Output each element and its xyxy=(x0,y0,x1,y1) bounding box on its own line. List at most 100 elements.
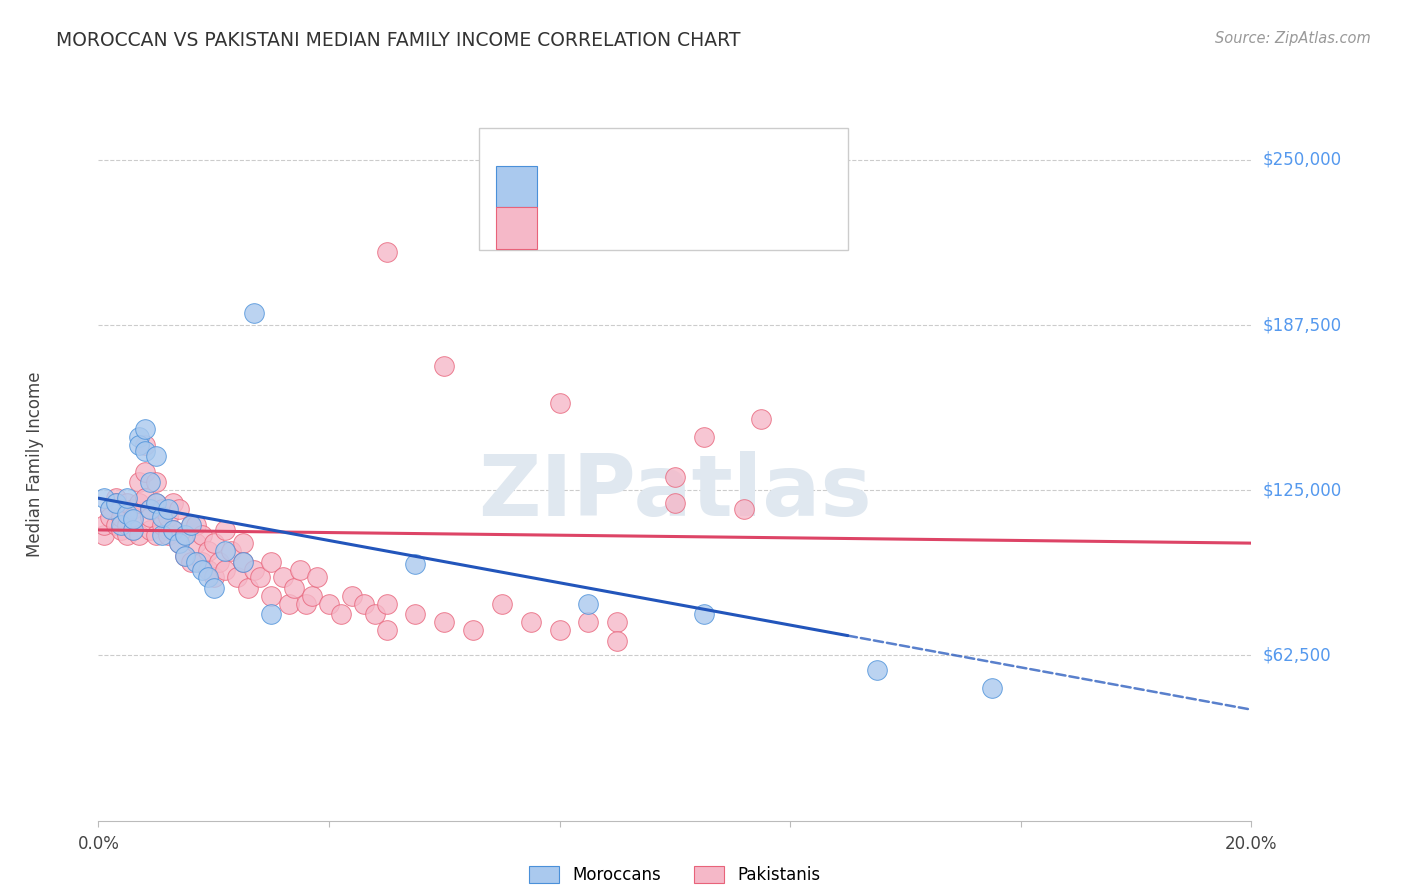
Point xyxy=(733,501,755,516)
Point xyxy=(491,597,513,611)
Point xyxy=(145,449,167,463)
Point xyxy=(128,438,150,452)
Point xyxy=(249,570,271,584)
Point xyxy=(461,624,484,638)
Point xyxy=(283,581,305,595)
Point xyxy=(117,528,138,542)
Point xyxy=(117,507,138,521)
Point xyxy=(110,517,132,532)
Point xyxy=(219,544,242,558)
Text: N = 93: N = 93 xyxy=(690,217,758,235)
Point xyxy=(134,438,156,452)
Point xyxy=(174,528,197,542)
Point xyxy=(156,523,179,537)
Point xyxy=(375,597,398,611)
Point xyxy=(145,475,167,490)
Point xyxy=(162,496,184,510)
Point xyxy=(128,496,150,510)
Point xyxy=(167,536,190,550)
Point xyxy=(191,528,214,542)
Point xyxy=(104,496,127,510)
Point xyxy=(117,491,138,506)
Point xyxy=(122,523,145,537)
Point xyxy=(606,615,628,630)
Point xyxy=(162,523,184,537)
Point xyxy=(295,597,318,611)
Point xyxy=(214,544,236,558)
Point xyxy=(134,491,156,506)
Point xyxy=(180,517,202,532)
Point xyxy=(150,517,173,532)
Point xyxy=(243,563,266,577)
Point xyxy=(202,570,225,584)
Point xyxy=(329,607,352,622)
Text: Median Family Income: Median Family Income xyxy=(25,371,44,557)
Point xyxy=(260,589,283,603)
Point xyxy=(122,501,145,516)
Text: R = -0.334: R = -0.334 xyxy=(557,175,654,194)
Point xyxy=(139,501,162,516)
Point xyxy=(301,589,323,603)
Point xyxy=(197,544,219,558)
Text: $62,500: $62,500 xyxy=(1263,647,1331,665)
Point xyxy=(150,509,173,524)
Point xyxy=(98,509,121,524)
Point xyxy=(375,245,398,260)
Point xyxy=(231,555,254,569)
Point xyxy=(174,549,197,564)
Point xyxy=(110,501,132,516)
Point xyxy=(340,589,363,603)
Point xyxy=(167,536,190,550)
Point xyxy=(578,597,600,611)
Point xyxy=(548,396,571,410)
Point xyxy=(578,615,600,630)
Point xyxy=(866,663,889,677)
Point xyxy=(290,563,312,577)
Point xyxy=(93,528,115,542)
Point xyxy=(318,597,340,611)
Point xyxy=(375,624,398,638)
Point xyxy=(104,491,127,506)
Point xyxy=(162,523,184,537)
Point xyxy=(117,496,138,510)
FancyBboxPatch shape xyxy=(496,207,537,249)
Point xyxy=(664,496,686,510)
Point xyxy=(122,523,145,537)
Text: $125,000: $125,000 xyxy=(1263,482,1341,500)
Point xyxy=(214,563,236,577)
Point xyxy=(271,570,294,584)
Point xyxy=(231,555,254,569)
Point xyxy=(145,496,167,510)
Point xyxy=(156,501,179,516)
Point xyxy=(238,581,260,595)
Point xyxy=(186,517,208,532)
Text: $187,500: $187,500 xyxy=(1263,316,1341,334)
Text: MOROCCAN VS PAKISTANI MEDIAN FAMILY INCOME CORRELATION CHART: MOROCCAN VS PAKISTANI MEDIAN FAMILY INCO… xyxy=(56,31,741,50)
Point xyxy=(751,412,773,426)
Point xyxy=(202,536,225,550)
Point xyxy=(520,615,543,630)
Point xyxy=(117,517,138,532)
Point xyxy=(664,470,686,484)
Point xyxy=(191,563,214,577)
Text: N = 37: N = 37 xyxy=(690,175,758,194)
Point xyxy=(156,528,179,542)
Point xyxy=(167,501,190,516)
Point xyxy=(139,501,162,516)
Point xyxy=(128,475,150,490)
Point xyxy=(307,570,329,584)
Point xyxy=(186,536,208,550)
Point xyxy=(180,555,202,569)
Point xyxy=(122,512,145,526)
Point xyxy=(98,501,121,516)
Point xyxy=(110,523,132,537)
Point xyxy=(93,491,115,506)
Point xyxy=(150,528,173,542)
Point xyxy=(139,509,162,524)
Point xyxy=(145,528,167,542)
Point xyxy=(134,465,156,479)
Point xyxy=(208,555,231,569)
Point xyxy=(134,443,156,458)
Point xyxy=(139,475,162,490)
Point xyxy=(110,509,132,524)
